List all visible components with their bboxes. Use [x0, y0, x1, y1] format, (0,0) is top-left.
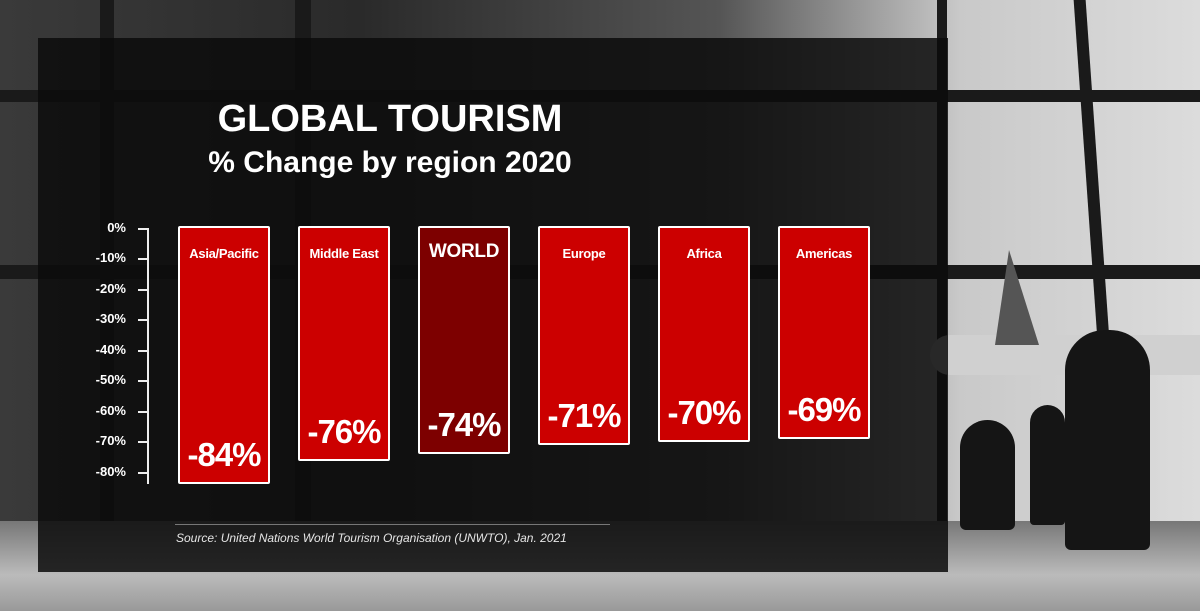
- y-axis-line: [147, 228, 149, 484]
- y-tick: [138, 441, 148, 443]
- bar-middle-east: Middle East -76%: [298, 226, 390, 461]
- y-tick-label: -30%: [95, 311, 126, 326]
- airplane-tail: [995, 250, 1039, 345]
- y-tick: [138, 258, 148, 260]
- bar-label: WORLD: [428, 241, 500, 262]
- y-tick: [138, 472, 148, 474]
- bar-label: Europe: [562, 246, 606, 261]
- chart-subtitle: % Change by region 2020: [208, 146, 572, 179]
- bar-label: Africa: [686, 246, 722, 261]
- y-tick: [138, 319, 148, 321]
- y-tick: [138, 380, 148, 382]
- y-tick-label: -70%: [95, 433, 126, 448]
- y-tick-label: 0%: [107, 220, 126, 235]
- source-divider: [175, 524, 610, 525]
- y-tick: [138, 411, 148, 413]
- person-silhouette: [1065, 330, 1150, 550]
- person-silhouette: [960, 420, 1015, 530]
- y-tick-label: -20%: [95, 281, 126, 296]
- bar-label: Middle East: [309, 246, 379, 261]
- bar-value: -71%: [547, 397, 621, 434]
- bar-value: -84%: [187, 436, 261, 473]
- chart-title: GLOBAL TOURISM: [217, 98, 563, 140]
- y-tick: [138, 289, 148, 291]
- bar-value: -69%: [787, 391, 861, 428]
- y-tick-label: -10%: [95, 250, 126, 265]
- bar-label: Asia/Pacific: [189, 246, 259, 261]
- bar-asia-pacific: Asia/Pacific -84%: [178, 226, 270, 484]
- bar-europe: Europe -71%: [538, 226, 630, 445]
- person-silhouette: [1030, 405, 1065, 525]
- bar-africa: Africa -70%: [658, 226, 750, 442]
- y-tick-label: -50%: [95, 372, 126, 387]
- bar-americas: Americas -69%: [778, 226, 870, 439]
- source-note: Source: United Nations World Tourism Org…: [176, 531, 567, 545]
- y-tick-label: -40%: [95, 342, 126, 357]
- bar-label: Americas: [795, 246, 853, 261]
- y-tick: [138, 228, 148, 230]
- y-tick-label: -60%: [95, 403, 126, 418]
- y-tick: [138, 350, 148, 352]
- bar-value: -76%: [307, 413, 381, 450]
- bar-value: -70%: [667, 394, 741, 431]
- bar-value: -74%: [427, 406, 501, 443]
- y-tick-label: -80%: [95, 464, 126, 479]
- bar-world: WORLD -74%: [418, 226, 510, 454]
